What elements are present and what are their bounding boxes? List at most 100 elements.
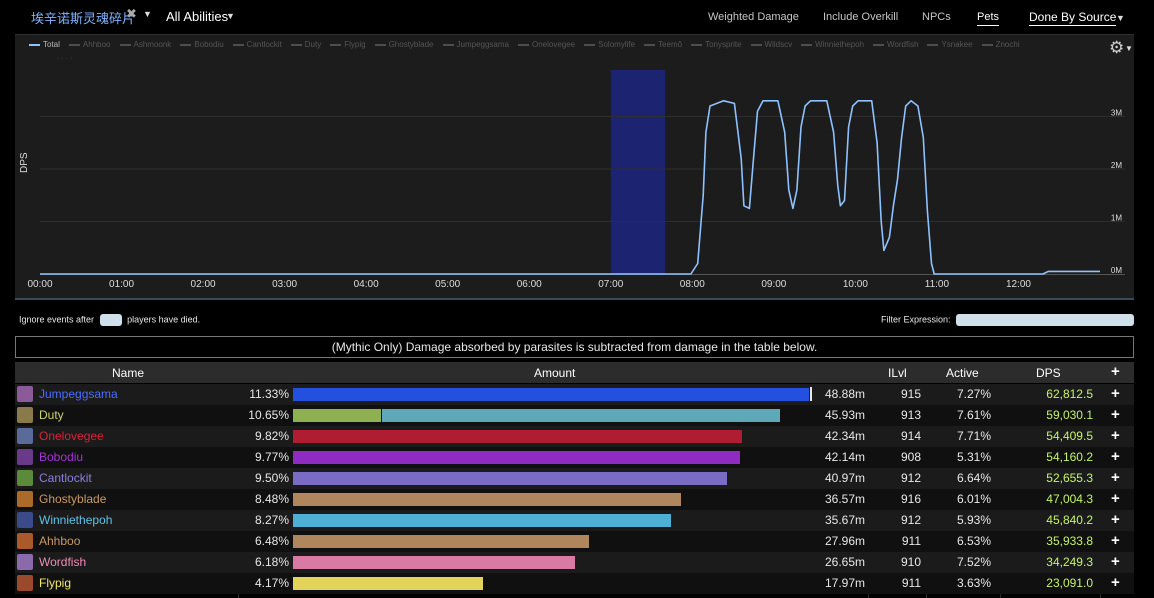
legend-item[interactable]: Jumpeggsama [442,40,509,49]
x-tick-label: 11:00 [925,279,950,290]
legend-swatch [517,43,529,46]
col-active[interactable]: Active [946,366,979,380]
damage-percent: 6.48% [254,534,289,548]
expand-row-button[interactable]: + [1111,406,1120,423]
legend-swatch [119,43,131,46]
legend-item[interactable]: Total [29,40,60,49]
legend-item[interactable]: Teemô [644,40,682,49]
table-row[interactable]: Ahhboo 6.48% 27.96m 911 6.53% 35,933.8 + [15,531,1134,552]
chart-canvas[interactable]: 0M 1M 2M 3M 00:00 01:00 02:00 03:00 04:00 05:00 06… [15,35,1134,300]
legend-swatch [68,43,80,46]
chevron-down-icon[interactable]: ▼ [226,11,235,21]
x-tick-label: 10:00 [843,279,868,290]
table-row[interactable]: Winniethepoh 8.27% 35.67m 912 5.93% 45,840.2 + [15,510,1134,531]
expand-row-button[interactable]: + [1111,385,1120,402]
filter-expression-input[interactable] [956,314,1135,326]
close-icon[interactable]: ✖ [126,6,137,21]
legend-item[interactable]: Flypig [330,40,366,49]
table-row[interactable]: Bobodiu 9.77% 42.14m 908 5.31% 54,160.2 + [15,447,1134,468]
chevron-down-icon[interactable]: ▼ [1125,44,1133,53]
col-amount[interactable]: Amount [534,366,576,380]
expand-row-button[interactable]: + [1111,448,1120,465]
expand-row-button[interactable]: + [1111,469,1120,486]
item-level: 915 [900,387,921,401]
source-dropdown[interactable]: Done By Source [1029,10,1117,26]
active-time: 7.52% [956,555,991,569]
table-row[interactable]: Onelovegee 9.82% 42.34m 914 7.71% 54,409.5 + [15,426,1134,447]
legend-item[interactable]: Winniethepoh [801,40,864,49]
x-tick-label: 12:00 [1006,279,1031,290]
expand-row-button[interactable]: + [1111,532,1120,549]
chart-legend[interactable]: Total Ahhboo Ashmoonk Bobodiu Cantlockit Duty… [29,40,1119,52]
expand-row-button[interactable]: + [1111,511,1120,528]
damage-bar [293,388,809,401]
player-name-link[interactable]: Wordfish [39,555,87,569]
player-name-link[interactable]: Duty [39,408,64,422]
legend-item[interactable]: Ysnakee [927,40,973,49]
x-tick-label: 05:00 [435,279,460,290]
gear-icon[interactable]: ⚙ [1109,38,1125,57]
dps-chart[interactable]: 0M 1M 2M 3M 00:00 01:00 02:00 03:00 04:00 05:00 06… [15,34,1134,300]
abilities-dropdown[interactable]: All Abilities [166,9,229,24]
expand-row-button[interactable]: + [1111,490,1120,507]
damage-percent: 11.33% [249,387,289,401]
legend-label: Wildscv [764,40,793,49]
pets-toggle[interactable]: Pets [977,11,1000,26]
col-name[interactable]: Name [112,366,145,380]
player-name-link[interactable]: Winniethepoh [39,513,113,527]
weighted-damage-toggle[interactable]: Weighted Damage [708,11,799,23]
damage-percent: 10.65% [248,408,289,422]
player-name-link[interactable]: Onelovegee [39,429,104,443]
legend-item[interactable]: Onelovegee [517,40,575,49]
legend-item[interactable]: Cantlockit [232,40,282,49]
active-time: 5.31% [956,450,991,464]
chevron-down-icon[interactable]: ▼ [1116,13,1125,23]
death-count-input[interactable] [99,314,122,326]
col-ilvl[interactable]: ILvl [888,366,907,380]
legend-swatch [29,43,40,46]
expand-row-button[interactable]: + [1111,553,1120,570]
table-row[interactable]: Duty 10.65% 45.93m 913 7.61% 59,030.1 + [15,405,1134,426]
table-row[interactable]: Jumpeggsama 11.33% 48.88m 915 7.27% 62,812.5 + [15,384,1134,405]
player-name-link[interactable]: Jumpeggsama [39,387,118,401]
expand-row-button[interactable]: + [1111,574,1120,591]
col-dps[interactable]: DPS [1036,366,1061,380]
series-line-total [40,100,1100,275]
legend-item[interactable]: Solomylife [584,40,635,49]
active-time: 6.53% [956,534,991,548]
damage-percent: 6.18% [254,555,289,569]
damage-percent: 9.77% [254,450,289,464]
player-name-link[interactable]: Bobodiu [39,450,84,464]
legend-item[interactable]: Ashmoonk [119,40,172,49]
legend-item[interactable]: Tonysprite [691,40,742,49]
chevron-down-icon[interactable]: ▼ [143,9,152,19]
legend-swatch [801,43,813,46]
table-row[interactable]: Ghostyblade 8.48% 36.57m 916 6.01% 47,004.3 + [15,489,1134,510]
legend-item[interactable]: Duty [290,40,321,49]
legend-item[interactable]: Wordfish [873,40,918,49]
legend-item[interactable]: Wildscv [750,40,793,49]
table-row[interactable]: Flypig 4.17% 17.97m 911 3.63% 23,091.0 + [15,573,1134,594]
player-name-link[interactable]: Ahhboo [39,534,81,548]
legend-label: Cantlockit [246,40,282,49]
npcs-toggle[interactable]: NPCs [922,11,951,23]
add-column-button[interactable]: + [1111,363,1120,380]
player-name-link[interactable]: Ghostyblade [39,492,107,506]
legend-swatch [290,43,302,46]
table-row[interactable]: Cantlockit 9.50% 40.97m 912 6.64% 52,655.3 + [15,468,1134,489]
legend-swatch [750,43,762,46]
legend-label: Solomylife [598,40,636,49]
encounter-selector[interactable]: 埃辛诺斯灵魂碎片 [31,12,136,27]
legend-swatch [180,43,192,46]
legend-item[interactable]: Znochi [981,40,1020,49]
legend-item[interactable]: Ahhboo [68,40,111,49]
x-tick-label: 03:00 [272,279,297,290]
player-name-link[interactable]: Cantlockit [39,471,92,485]
legend-label: Ashmoonk [133,40,172,49]
include-overkill-toggle[interactable]: Include Overkill [823,11,899,23]
expand-row-button[interactable]: + [1111,427,1120,444]
table-row[interactable]: Wordfish 6.18% 26.65m 910 7.52% 34,249.3 + [15,552,1134,573]
legend-item[interactable]: Bobodiu [180,40,224,49]
player-name-link[interactable]: Flypig [39,576,72,590]
legend-item[interactable]: Ghostyblade [374,40,434,49]
